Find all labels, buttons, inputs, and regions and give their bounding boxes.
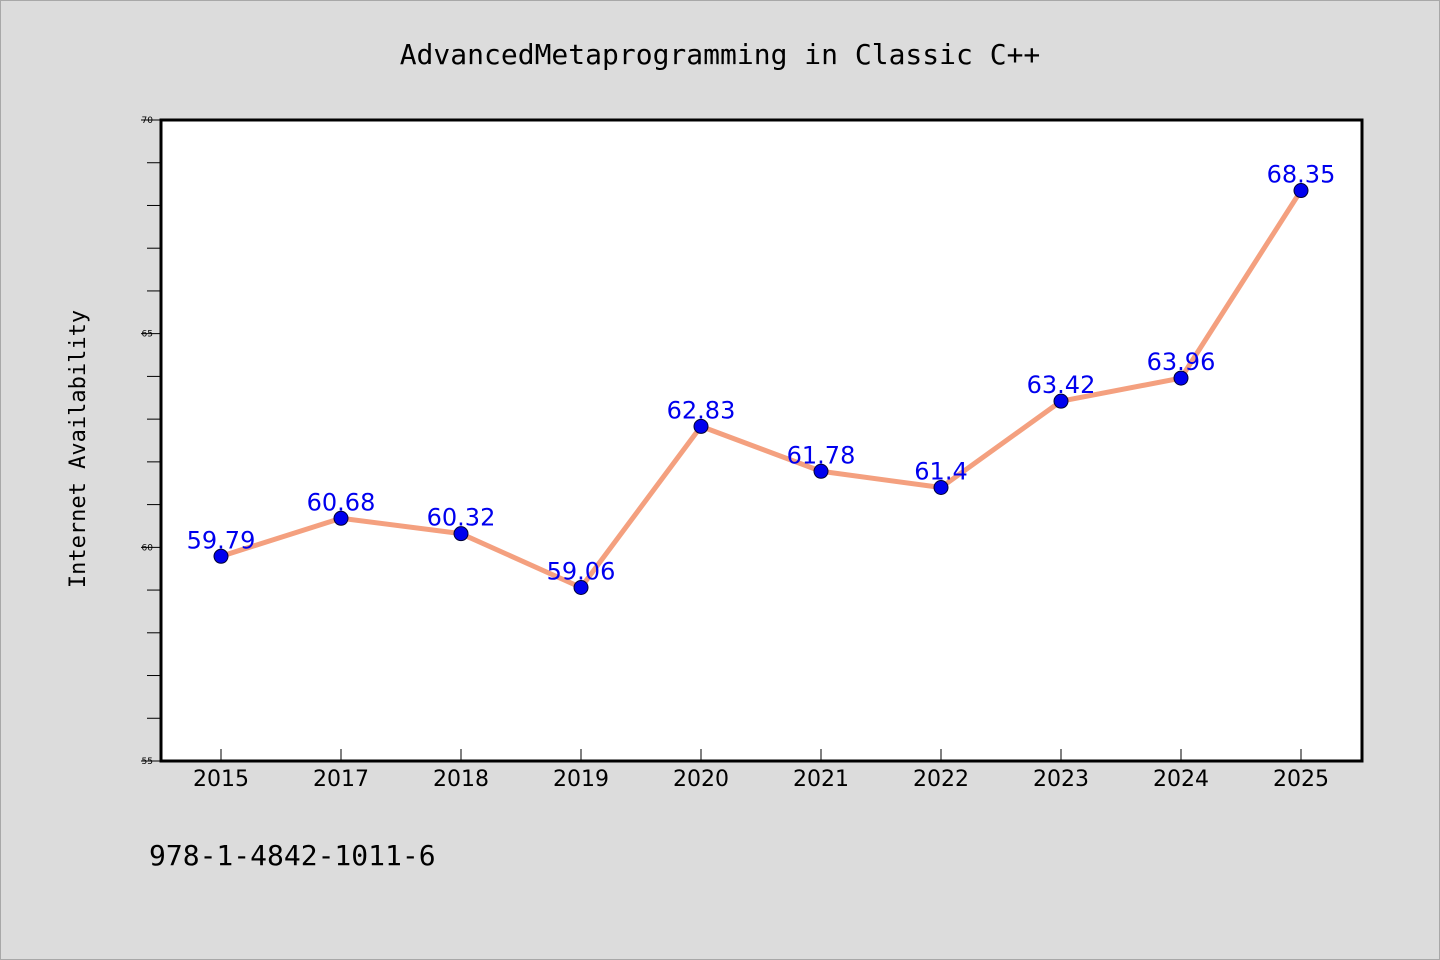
x-tick-label: 2025	[1273, 767, 1329, 792]
data-label: 68.35	[1267, 161, 1336, 189]
x-tick-label: 2018	[433, 767, 489, 792]
x-tick-label: 2015	[193, 767, 249, 792]
data-label: 63.96	[1147, 348, 1216, 376]
x-tick-label: 2017	[313, 767, 369, 792]
plot-area	[159, 118, 1364, 763]
y-minor-ticks	[147, 162, 161, 719]
data-point	[1173, 370, 1189, 386]
data-labels: 59.79 60.68 60.32 59.06 62.83 61.78 61.4 63.42 6…	[187, 161, 1336, 586]
footer-isbn: 978-1-4842-1011-6	[149, 839, 436, 872]
x-tick-label: 2019	[553, 767, 609, 792]
data-point	[1053, 393, 1069, 409]
data-label: 63.42	[1027, 371, 1096, 399]
data-point	[453, 526, 469, 542]
x-axis-ticks: 2015 2017 2018 2019 2020 2021 2022 2023 2024 2025	[193, 749, 1329, 792]
data-point	[933, 480, 949, 496]
series-markers	[213, 183, 1309, 596]
data-label: 60.68	[307, 488, 376, 516]
data-point	[573, 580, 589, 596]
data-point	[333, 510, 349, 526]
y-tick-label: 65	[142, 330, 153, 340]
data-label: 59.06	[547, 558, 616, 586]
data-label: 61.78	[787, 441, 856, 469]
y-axis-label: Internet Availability	[66, 310, 91, 588]
data-point	[213, 548, 229, 564]
y-tick-label: 60	[142, 543, 154, 553]
data-label: 61.4	[914, 458, 967, 486]
data-point	[693, 418, 709, 434]
y-tick-label: 70	[142, 116, 154, 126]
y-axis-ticks: 55 60 65 70	[141, 116, 161, 767]
x-tick-label: 2024	[1153, 767, 1209, 792]
data-label: 62.83	[667, 396, 736, 424]
x-tick-label: 2021	[793, 767, 849, 792]
x-tick-label: 2023	[1033, 767, 1089, 792]
series-lines	[218, 188, 1304, 591]
data-label: 59.79	[187, 526, 256, 554]
data-point	[813, 463, 829, 479]
x-tick-label: 2020	[673, 767, 729, 792]
data-point	[1293, 183, 1309, 199]
y-tick-label: 55	[142, 757, 153, 767]
series-line	[218, 188, 1304, 591]
data-label: 60.32	[427, 504, 496, 532]
x-tick-label: 2022	[913, 767, 969, 792]
chart-title: AdvancedMetaprogramming in Classic C++	[400, 38, 1041, 71]
